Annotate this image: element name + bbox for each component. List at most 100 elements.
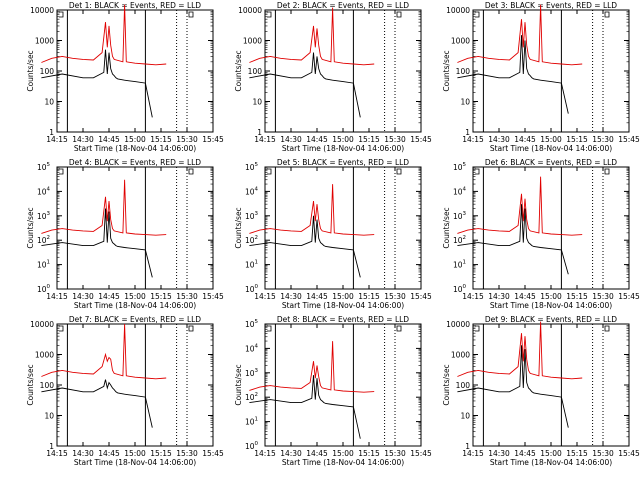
y-tick-label: 1 — [465, 128, 470, 137]
x-tick-label: 14:30 — [488, 449, 510, 458]
x-tick-label: 15:45 — [618, 135, 640, 144]
series-lld-line — [249, 7, 375, 66]
x-tick-label: 14:30 — [280, 135, 302, 144]
y-tick-label: 10000 — [30, 6, 54, 15]
plot-frame — [56, 9, 214, 133]
y-tick-label: 100 — [248, 67, 263, 76]
x-tick-label: 14:45 — [98, 135, 120, 144]
x-tick-label: 15:15 — [566, 292, 588, 301]
x-tick-label: 15:00 — [332, 449, 354, 458]
x-tick-label: 15:30 — [176, 449, 198, 458]
y-tick-label: 102 — [453, 235, 466, 245]
x-tick-label: 15:45 — [202, 292, 224, 301]
x-tick-label: 14:45 — [306, 135, 328, 144]
panel-det-6: 14:15 14:30 14:45 15:00 15:15 15:30 15:45 Start… — [442, 158, 640, 310]
series-events-line — [249, 375, 361, 439]
x-tick-label: 14:30 — [488, 292, 510, 301]
interval-bracket — [267, 325, 272, 332]
series-events-line — [249, 215, 361, 278]
y-tick-label: 100 — [456, 381, 471, 390]
x-tick-label: 15:45 — [410, 292, 432, 301]
series-lld-line — [249, 341, 375, 393]
x-tick-label: 15:15 — [566, 449, 588, 458]
series-events-line — [41, 379, 153, 428]
panel-det-4: 14:15 14:30 14:45 15:00 15:15 15:30 15:45 Start… — [26, 158, 224, 310]
x-tick-label: 15:30 — [176, 135, 198, 144]
y-tick-label: 1000 — [243, 37, 262, 46]
series-events-line — [41, 208, 153, 278]
x-axis-label: Start Time (18-Nov-04 14:06:00) — [74, 144, 196, 153]
x-tick-label: 15:30 — [384, 292, 406, 301]
chart-title: Det 5: BLACK = Events, RED = LLD — [277, 158, 409, 167]
y-axis-label: Counts/sec — [442, 364, 451, 405]
x-tick-label: 14:45 — [306, 292, 328, 301]
y-axis-label: Counts/sec — [442, 207, 451, 248]
y-tick-label: 1000 — [35, 37, 54, 46]
y-tick-label: 102 — [245, 235, 258, 245]
interval-bracket — [475, 325, 480, 332]
chart-title: Det 6: BLACK = Events, RED = LLD — [485, 158, 617, 167]
x-axis-label: Start Time (18-Nov-04 14:06:00) — [490, 144, 612, 153]
y-axis-label: Counts/sec — [26, 207, 35, 248]
y-tick-label: 100 — [40, 67, 55, 76]
x-tick-label: 15:15 — [150, 135, 172, 144]
interval-bracket — [59, 168, 64, 175]
y-tick-label: 103 — [245, 368, 259, 378]
plot-frame — [56, 166, 214, 290]
chart-title: Det 3: BLACK = Events, RED = LLD — [485, 1, 617, 10]
y-tick-label: 101 — [245, 260, 258, 270]
x-tick-label: 15:30 — [384, 449, 406, 458]
x-tick-label: 15:45 — [618, 449, 640, 458]
x-tick-label: 15:30 — [176, 292, 198, 301]
y-tick-label: 10000 — [238, 6, 262, 15]
x-axis-label: Start Time (18-Nov-04 14:06:00) — [74, 458, 196, 467]
chart-title: Det 7: BLACK = Events, RED = LLD — [69, 315, 201, 324]
y-tick-label: 103 — [245, 211, 259, 221]
x-tick-label: 14:45 — [98, 449, 120, 458]
x-tick-label: 14:45 — [306, 449, 328, 458]
chart-title: Det 9: BLACK = Events, RED = LLD — [485, 315, 617, 324]
panel-det-1: 14:15 14:30 14:45 15:00 15:15 15:30 15:45 Start… — [26, 1, 224, 153]
y-tick-label: 100 — [453, 284, 467, 294]
x-tick-label: 15:00 — [124, 135, 146, 144]
y-tick-label: 102 — [37, 235, 50, 245]
y-tick-label: 104 — [453, 186, 467, 196]
y-axis-label: Counts/sec — [442, 50, 451, 91]
x-axis-label: Start Time (18-Nov-04 14:06:00) — [282, 144, 404, 153]
y-axis-label: Counts/sec — [234, 50, 243, 91]
x-tick-label: 15:45 — [202, 135, 224, 144]
y-tick-label: 105 — [453, 162, 467, 172]
y-tick-label: 102 — [245, 392, 258, 402]
x-tick-label: 15:45 — [202, 449, 224, 458]
x-tick-label: 14:15 — [254, 135, 276, 144]
x-axis-label: Start Time (18-Nov-04 14:06:00) — [490, 301, 612, 310]
x-tick-label: 14:15 — [462, 449, 484, 458]
series-lld-line — [41, 179, 167, 236]
series-lld-line — [41, 323, 167, 380]
y-tick-label: 10 — [44, 98, 54, 107]
y-tick-label: 100 — [40, 381, 55, 390]
y-tick-label: 1 — [49, 128, 54, 137]
y-tick-label: 101 — [453, 260, 466, 270]
y-tick-label: 10 — [252, 98, 262, 107]
x-axis-label: Start Time (18-Nov-04 14:06:00) — [282, 301, 404, 310]
x-tick-label: 14:30 — [280, 449, 302, 458]
plot-frame — [264, 323, 422, 447]
y-tick-label: 103 — [453, 211, 467, 221]
x-tick-label: 15:15 — [358, 135, 380, 144]
series-events-line — [457, 204, 569, 275]
interval-bracket — [188, 168, 194, 175]
series-lld-line — [457, 321, 583, 380]
interval-bracket — [475, 168, 480, 175]
x-tick-label: 14:15 — [46, 292, 68, 301]
chart-title: Det 1: BLACK = Events, RED = LLD — [69, 1, 201, 10]
plot-frame — [264, 166, 422, 290]
plot-frame — [472, 166, 630, 290]
y-tick-label: 105 — [37, 162, 51, 172]
y-tick-label: 104 — [245, 343, 259, 353]
x-tick-label: 15:00 — [332, 292, 354, 301]
y-tick-label: 10000 — [446, 320, 470, 329]
interval-bracket — [604, 11, 610, 18]
x-tick-label: 14:45 — [514, 292, 536, 301]
y-tick-label: 105 — [245, 319, 259, 329]
